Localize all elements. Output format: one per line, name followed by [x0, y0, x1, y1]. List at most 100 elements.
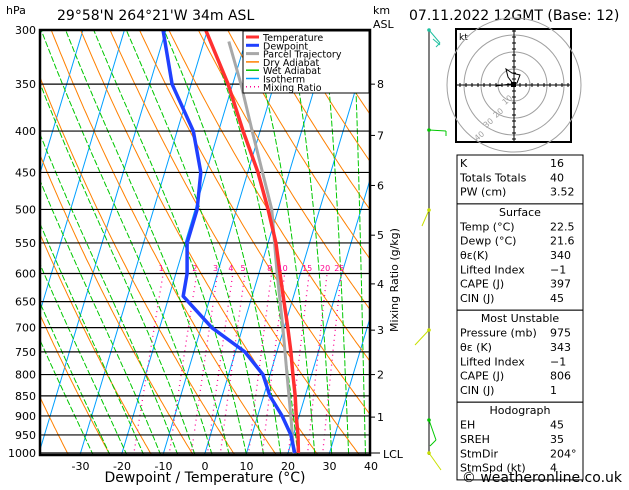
pressure-tick-label: 600 — [15, 268, 36, 281]
km-tick-label: 2 — [377, 369, 384, 382]
pressure-tick-label: 1000 — [8, 447, 36, 460]
most_unstable-row-value: 975 — [550, 327, 571, 340]
indices-row-value: 40 — [550, 171, 564, 184]
mixing-ratio-label: 15 — [302, 264, 312, 273]
pressure-tick-label: 400 — [15, 125, 36, 138]
parcel-trajectory-line — [229, 42, 294, 454]
legend-label: Mixing Ratio — [263, 83, 322, 94]
hodo_table-row-value: 45 — [550, 419, 564, 432]
mixing-ratio-label: 1 — [159, 264, 164, 273]
surface-row-value: 340 — [550, 249, 571, 262]
km-tick-label: 1 — [377, 411, 384, 424]
km-tick-label: 5 — [377, 229, 384, 242]
hodo_table-row-label: EH — [460, 419, 475, 432]
mixing-ratio-label: 20 — [320, 264, 330, 273]
copyright: © weatheronline.co.uk — [462, 470, 623, 486]
surface-row-value: 21.6 — [550, 235, 575, 248]
indices-row-value: 3.52 — [550, 186, 575, 199]
mixing-ratio-line — [189, 274, 218, 471]
isotherm-line — [34, 6, 173, 470]
most_unstable-row-label: CAPE (J) — [460, 370, 504, 383]
pressure-tick-label: 850 — [15, 390, 36, 403]
wind-barb — [430, 440, 436, 446]
hodo_table-row-value: 35 — [550, 433, 564, 446]
indices-row-label: K — [460, 157, 468, 170]
most_unstable-title: Most Unstable — [481, 312, 560, 325]
asl-label: ASL — [373, 18, 395, 31]
mixing-ratio-line — [131, 274, 163, 471]
pressure-tick-label: 300 — [15, 24, 36, 37]
indices-row-label: PW (cm) — [460, 186, 506, 199]
surface-row-label: CAPE (J) — [460, 278, 504, 291]
most_unstable-row-value: 806 — [550, 370, 571, 383]
indices-row-label: Totals Totals — [459, 171, 527, 184]
mixing-ratio-label: 8 — [267, 264, 272, 273]
hodo_table-row-value: 204° — [550, 447, 577, 460]
most_unstable-row-label: Pressure (mb) — [460, 327, 537, 340]
km-label: km — [373, 4, 390, 17]
km-tick-label: 4 — [377, 278, 384, 291]
surface-row-value: −1 — [550, 263, 566, 276]
mixing-ratio-label: 2 — [192, 264, 197, 273]
km-tick-label: 7 — [377, 129, 384, 142]
most_unstable-row-label: θε (K) — [460, 341, 492, 354]
pressure-tick-label: 550 — [15, 237, 36, 250]
temperature-tick-label: 40 — [364, 460, 378, 473]
mixing-ratio-axis-label: Mixing Ratio (g/kg) — [388, 228, 401, 332]
indices-table: K 16 Totals Totals 40 PW (cm) 3.52 SurfaceTemp… — [457, 155, 583, 480]
surface-row-label: θε(K) — [460, 249, 488, 262]
surface-row-value: 22.5 — [550, 220, 575, 233]
hodo_table-row-label: SREH — [460, 433, 490, 446]
surface-title: Surface — [499, 206, 541, 219]
mixing-ratio-label: 10 — [278, 264, 288, 273]
pressure-tick-label: 950 — [15, 429, 36, 442]
hodo_table-title: Hodograph — [490, 404, 551, 417]
mixing-ratio-line — [306, 274, 327, 471]
surface-row-label: Temp (°C) — [459, 220, 515, 233]
mixing-ratio-label: 5 — [240, 264, 245, 273]
most_unstable-row-label: Lifted Index — [460, 355, 525, 368]
mixing-ratio-label: 3 — [213, 264, 218, 273]
temperature-tick-label: -30 — [72, 460, 90, 473]
location-title: 29°58'N 264°21'W 34m ASL — [57, 8, 254, 24]
datetime-title: 07.11.2022 12GMT (Base: 12) — [409, 8, 619, 24]
mixing-ratio-label: 25 — [334, 264, 344, 273]
temperature-tick-label: 30 — [323, 460, 337, 473]
wind-barb — [429, 30, 440, 43]
surface-row-value: 45 — [550, 292, 564, 305]
surface-row-label: Dewp (°C) — [460, 235, 516, 248]
x-axis-label: Dewpoint / Temperature (°C) — [105, 470, 306, 486]
isotherm-line — [0, 6, 7, 470]
pressure-tick-label: 350 — [15, 78, 36, 91]
most_unstable-row-value: 343 — [550, 341, 571, 354]
indices-row-value: 16 — [550, 157, 564, 170]
mixing-ratio-line — [205, 274, 233, 471]
mixing-ratio-label: 4 — [228, 264, 233, 273]
wind-barb — [429, 130, 446, 131]
wind-barb — [422, 210, 429, 226]
pressure-tick-label: 750 — [15, 346, 36, 359]
wind-barb — [429, 453, 441, 470]
km-tick-label: 3 — [377, 324, 384, 337]
surface-row-label: Lifted Index — [460, 263, 525, 276]
km-tick-label: 6 — [377, 179, 384, 192]
most_unstable-row-label: CIN (J) — [460, 384, 494, 397]
wind-barbs — [415, 28, 446, 470]
most_unstable-row-value: −1 — [550, 355, 566, 368]
pressure-tick-label: 500 — [15, 203, 36, 216]
km-tick-label: 8 — [377, 78, 384, 91]
wind-barb — [415, 330, 429, 345]
surface-row-label: CIN (J) — [460, 292, 494, 305]
hpa-label: hPa — [6, 4, 26, 17]
pressure-tick-label: 650 — [15, 296, 36, 309]
lcl-label: LCL — [383, 448, 404, 461]
isotherm-line — [75, 6, 214, 470]
wind-barb — [429, 420, 436, 440]
hodo_table-row-label: StmDir — [460, 447, 499, 460]
pressure-tick-label: 450 — [15, 166, 36, 179]
pressure-tick-label: 900 — [15, 410, 36, 423]
storm-motion-marker — [511, 82, 516, 87]
